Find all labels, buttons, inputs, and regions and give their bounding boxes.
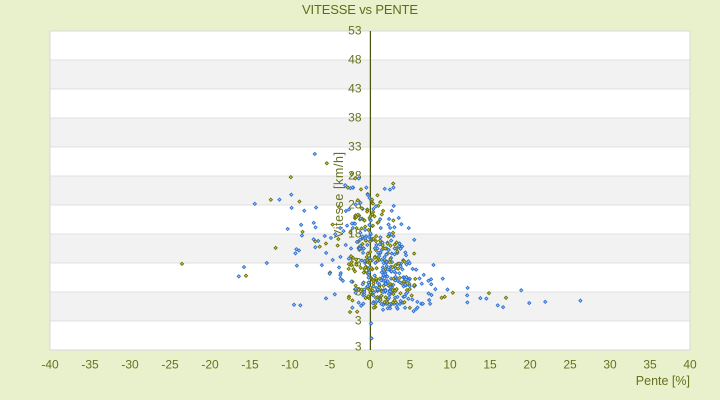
svg-text:-20: -20 — [201, 358, 219, 372]
svg-text:0: 0 — [367, 358, 374, 372]
svg-text:15: 15 — [483, 358, 497, 372]
svg-text:48: 48 — [348, 53, 362, 67]
svg-text:43: 43 — [348, 82, 362, 96]
svg-text:-35: -35 — [81, 358, 99, 372]
svg-text:33: 33 — [348, 140, 362, 154]
svg-text:30: 30 — [603, 358, 617, 372]
svg-text:VITESSE vs PENTE: VITESSE vs PENTE — [302, 2, 418, 17]
svg-text:35: 35 — [643, 358, 657, 372]
svg-text:-10: -10 — [281, 358, 299, 372]
svg-text:-40: -40 — [41, 358, 59, 372]
svg-text:Vitesse [km/h]: Vitesse [km/h] — [332, 152, 346, 238]
svg-text:Pente [%]: Pente [%] — [636, 374, 690, 388]
svg-text:5: 5 — [407, 358, 414, 372]
svg-text:-25: -25 — [161, 358, 179, 372]
svg-text:3: 3 — [355, 340, 362, 354]
svg-text:3: 3 — [355, 314, 362, 328]
svg-text:-5: -5 — [325, 358, 336, 372]
svg-text:38: 38 — [348, 111, 362, 125]
svg-text:53: 53 — [348, 24, 362, 38]
svg-text:-30: -30 — [121, 358, 139, 372]
svg-text:40: 40 — [683, 358, 697, 372]
svg-text:20: 20 — [523, 358, 537, 372]
svg-text:10: 10 — [443, 358, 457, 372]
svg-text:18: 18 — [348, 227, 362, 241]
svg-text:-15: -15 — [241, 358, 259, 372]
svg-text:28: 28 — [348, 169, 362, 183]
svg-text:25: 25 — [563, 358, 577, 372]
